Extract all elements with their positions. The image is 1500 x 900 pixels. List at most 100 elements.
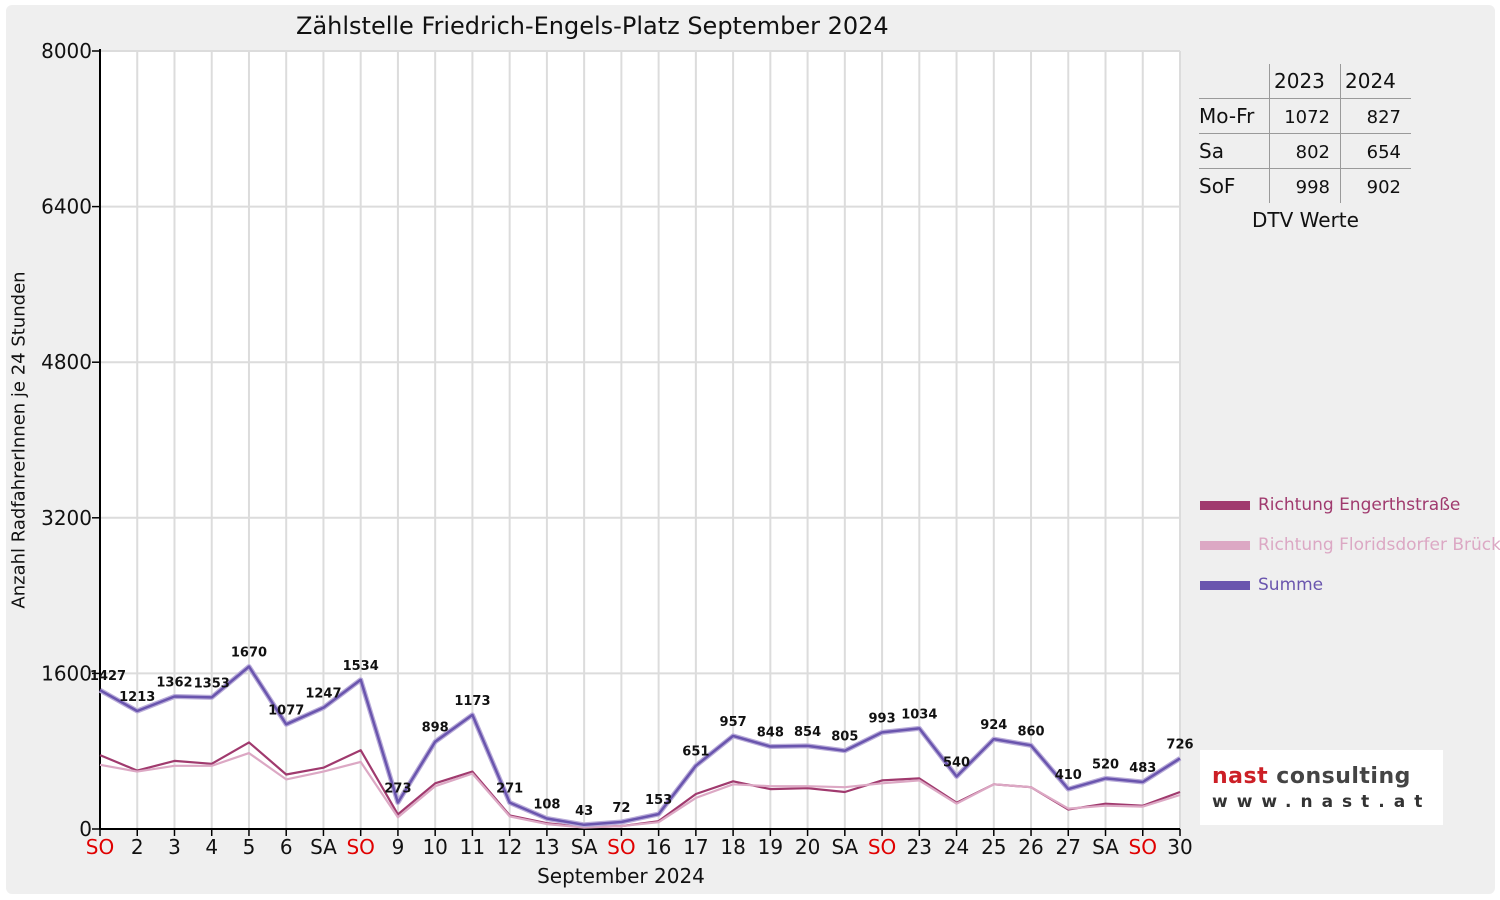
data-label: 1034 — [901, 707, 937, 722]
legend: Richtung Engerthstraße Richtung Floridsd… — [1200, 492, 1500, 612]
dtv-header-2024: 2024 — [1345, 69, 1396, 93]
y-axis-label: Anzahl RadfahrerInnen je 24 Stunden — [8, 271, 30, 609]
x-tick-label: SA — [310, 835, 337, 859]
dtv-row-label: SoF — [1199, 168, 1270, 203]
x-tick-label: 20 — [795, 835, 820, 859]
series-line-floridsdorfer-bruecke — [99, 751, 1181, 829]
x-tick-label: SO — [86, 835, 114, 859]
x-tick-label: 25 — [981, 835, 1006, 859]
dtv-header-2023: 2023 — [1274, 69, 1325, 93]
data-label: 483 — [1129, 761, 1156, 776]
data-label: 726 — [1166, 737, 1193, 752]
x-tick-label: SO — [1129, 835, 1157, 859]
data-label: 805 — [831, 730, 858, 745]
x-tick-label: SO — [868, 835, 896, 859]
data-label: 1670 — [231, 646, 267, 661]
data-label: 43 — [575, 804, 593, 819]
x-tick-label: SA — [1092, 835, 1119, 859]
x-tick-label: 30 — [1167, 835, 1192, 859]
x-tick-label: 12 — [497, 835, 522, 859]
data-label: 520 — [1092, 757, 1119, 772]
data-label: 1077 — [268, 703, 304, 718]
data-label: 957 — [720, 715, 747, 730]
legend-item-engerthstrasse: Richtung Engerthstraße — [1200, 492, 1500, 518]
x-tick-label: 24 — [944, 835, 969, 859]
x-tick-label: 23 — [907, 835, 932, 859]
x-tick-label: SO — [607, 835, 635, 859]
data-label: 1427 — [90, 669, 126, 684]
x-tick-label: 11 — [460, 835, 485, 859]
x-tick-label: SO — [346, 835, 374, 859]
data-label: 924 — [980, 718, 1007, 733]
dtv-value-2023: 1072 — [1284, 107, 1330, 128]
dtv-row-label: Mo-Fr — [1199, 98, 1270, 134]
data-label: 1534 — [343, 659, 379, 674]
x-tick-label: SA — [831, 835, 858, 859]
x-tick-label: 4 — [205, 835, 218, 859]
dtv-value-2024: 827 — [1366, 107, 1401, 128]
logo-url: www.nast.at — [1212, 792, 1432, 812]
dtv-row: Mo-Fr 1072 827 — [1199, 98, 1411, 134]
data-label: 273 — [384, 781, 411, 796]
chart-title: Zählstelle Friedrich-Engels-Platz Septem… — [296, 12, 889, 40]
data-label: 72 — [612, 801, 630, 816]
x-tick-label: 9 — [392, 835, 405, 859]
dtv-row: SoF 998 902 — [1199, 168, 1411, 203]
nast-consulting-logo: nast consulting www.nast.at — [1200, 750, 1443, 825]
y-tick-label: 8000 — [41, 39, 92, 63]
data-label: 993 — [868, 711, 895, 726]
data-label: 898 — [422, 721, 449, 736]
data-label: 540 — [943, 755, 970, 770]
y-tick-label: 3200 — [41, 506, 92, 530]
data-label: 651 — [682, 745, 709, 760]
y-tick-label: 0 — [79, 817, 92, 841]
logo-name: nast consulting — [1212, 764, 1411, 789]
x-tick-label: 18 — [720, 835, 745, 859]
y-tick-label: 4800 — [41, 350, 92, 374]
logo-name-nast: nast — [1212, 764, 1269, 789]
dtv-caption: DTV Werte — [1252, 208, 1359, 232]
x-tick-label: 6 — [280, 835, 293, 859]
dtv-row-label: Sa — [1199, 133, 1270, 169]
data-label: 854 — [794, 725, 821, 740]
dtv-table: 2023 2024 Mo-Fr 1072 827 Sa 802 654 SoF … — [1199, 64, 1411, 203]
dtv-value-2024: 902 — [1366, 177, 1401, 198]
legend-label: Richtung Engerthstraße — [1258, 495, 1461, 515]
data-label: 848 — [757, 726, 784, 741]
dtv-value-2023: 998 — [1295, 177, 1330, 198]
data-label: 1353 — [194, 676, 230, 691]
x-tick-label: 17 — [683, 835, 708, 859]
x-tick-label: 13 — [534, 835, 559, 859]
legend-swatch — [1200, 580, 1250, 590]
dtv-header-row: 2023 2024 — [1199, 64, 1411, 99]
legend-swatch — [1200, 500, 1250, 510]
dtv-row: Sa 802 654 — [1199, 133, 1411, 169]
x-tick-label: 19 — [758, 835, 783, 859]
x-tick-label: 3 — [168, 835, 181, 859]
data-label: 1247 — [305, 687, 341, 702]
legend-label: Summe — [1258, 575, 1324, 595]
plot-area — [100, 51, 1180, 829]
legend-item-floridsdorfer-bruecke: Richtung Floridsdorfer Brücke — [1200, 532, 1500, 558]
x-axis-label: September 2024 — [537, 864, 705, 888]
y-tick-label: 1600 — [41, 661, 92, 685]
data-label: 1213 — [119, 690, 155, 705]
data-label: 108 — [533, 797, 560, 812]
data-label: 1173 — [454, 694, 490, 709]
data-label: 271 — [496, 782, 523, 797]
dtv-value-2023: 802 — [1295, 142, 1330, 163]
x-tick-label: 16 — [646, 835, 671, 859]
x-tick-label: 26 — [1018, 835, 1043, 859]
x-tick-label: 2 — [131, 835, 144, 859]
y-tick-label: 6400 — [41, 195, 92, 219]
data-label: 860 — [1017, 724, 1044, 739]
data-label: 153 — [645, 793, 672, 808]
legend-label: Richtung Floridsdorfer Brücke — [1258, 535, 1500, 555]
dtv-value-2024: 654 — [1366, 142, 1401, 163]
logo-name-consulting: consulting — [1268, 764, 1411, 789]
data-label: 410 — [1055, 768, 1082, 783]
x-tick-label: 10 — [422, 835, 447, 859]
series-line-summe — [99, 665, 1181, 827]
x-tick-label: 27 — [1056, 835, 1081, 859]
